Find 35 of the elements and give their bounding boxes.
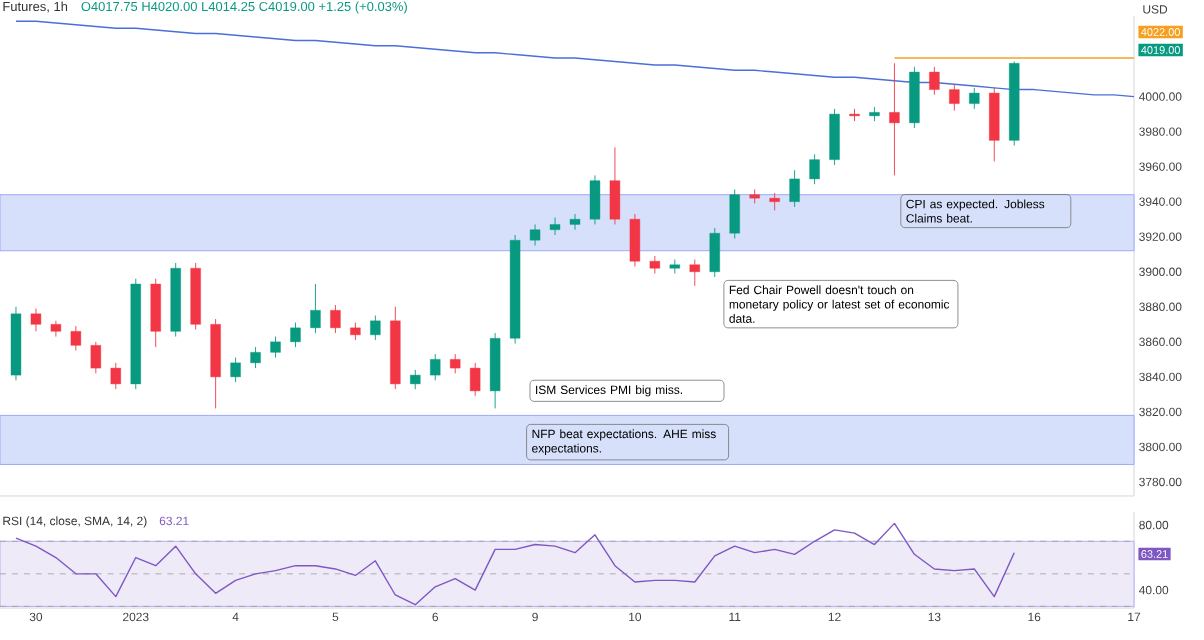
candlestick	[649, 255, 661, 274]
candlestick	[150, 278, 161, 348]
candlestick	[250, 346, 261, 369]
candlestick	[609, 146, 621, 225]
candlestick	[370, 315, 381, 341]
candlestick	[469, 362, 481, 397]
candlestick	[529, 224, 541, 246]
candlestick	[829, 108, 840, 166]
candlestick	[729, 188, 740, 239]
candlestick	[569, 213, 581, 231]
candlestick	[290, 322, 301, 348]
candlestick	[90, 341, 102, 374]
candlestick	[110, 362, 121, 390]
candlestick	[809, 153, 820, 185]
candlestick	[270, 336, 281, 359]
candlestick	[70, 325, 82, 352]
candlestick	[549, 217, 561, 236]
candlestick	[789, 169, 800, 208]
candlestick	[629, 213, 641, 267]
candlestick	[689, 259, 700, 287]
candlestick	[30, 308, 42, 332]
candlestick	[949, 83, 960, 112]
candlestick	[310, 283, 321, 334]
candlestick	[50, 320, 62, 338]
candlestick	[450, 353, 461, 374]
candlestick	[589, 174, 601, 225]
candlestick	[989, 87, 1000, 162]
candlestick	[410, 369, 421, 390]
candlestick	[230, 357, 241, 383]
candlestick	[929, 66, 940, 96]
candlestick	[709, 227, 720, 278]
candlestick	[889, 62, 900, 176]
candlestick	[969, 87, 980, 110]
candlestick	[330, 304, 341, 334]
candlestick	[430, 353, 441, 381]
